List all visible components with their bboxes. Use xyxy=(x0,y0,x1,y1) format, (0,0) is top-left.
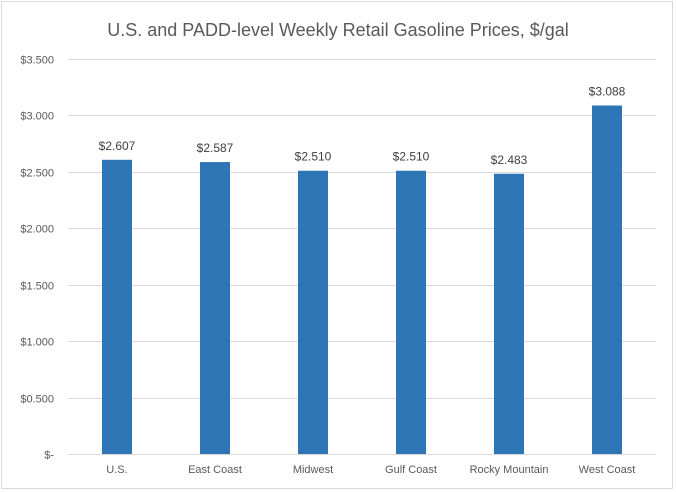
gridlines xyxy=(68,59,656,455)
bar xyxy=(494,173,524,455)
data-label: $3.088 xyxy=(589,84,626,98)
y-tick-label: $2.000 xyxy=(20,224,54,236)
x-tick-label: West Coast xyxy=(579,464,636,476)
data-label: $2.587 xyxy=(197,141,234,155)
data-labels: $2.607 $2.587 $2.510 $2.510 $2.483 $3.088 xyxy=(99,84,626,166)
bars xyxy=(102,105,622,455)
y-tick-label: $3.500 xyxy=(20,55,54,67)
chart-title: U.S. and PADD-level Weekly Retail Gasoli… xyxy=(107,20,569,40)
x-tick-label: Rocky Mountain xyxy=(470,464,549,476)
y-tick-label: $2.500 xyxy=(20,168,54,180)
data-label: $2.510 xyxy=(393,150,430,164)
y-tick-label: $- xyxy=(44,450,54,462)
data-label: $2.483 xyxy=(491,153,528,167)
y-axis-ticks: $- $0.500 $1.000 $1.500 $2.000 $2.500 $3.000 $3… xyxy=(20,55,54,462)
bar xyxy=(298,170,328,454)
x-tick-label: Midwest xyxy=(293,464,333,476)
bar xyxy=(102,159,132,454)
bar xyxy=(200,162,230,454)
bar xyxy=(396,170,426,454)
x-tick-label: U.S. xyxy=(106,464,127,476)
bar xyxy=(592,105,622,455)
x-axis-ticks: U.S. East Coast Midwest Gulf Coast Rocky Mou… xyxy=(106,464,635,476)
y-tick-label: $3.000 xyxy=(20,111,54,123)
x-tick-label: Gulf Coast xyxy=(385,464,437,476)
y-tick-label: $0.500 xyxy=(20,394,54,406)
x-tick-label: East Coast xyxy=(188,464,242,476)
data-label: $2.510 xyxy=(295,150,332,164)
y-tick-label: $1.500 xyxy=(20,281,54,293)
y-tick-label: $1.000 xyxy=(20,337,54,349)
data-label: $2.607 xyxy=(99,139,136,153)
